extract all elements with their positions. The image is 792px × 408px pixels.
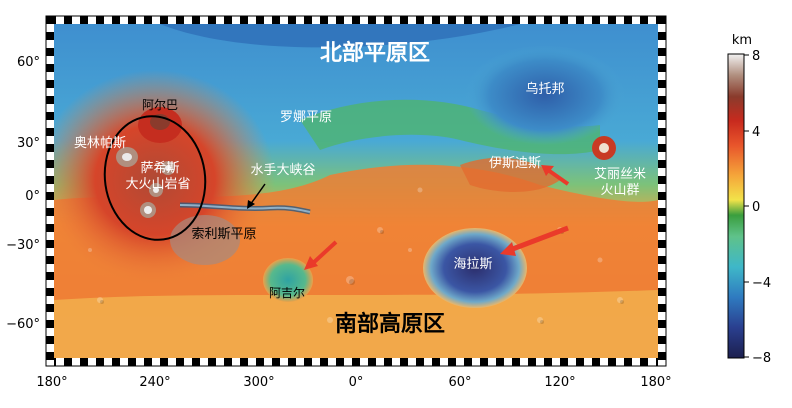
colorbar-tick: 0 [752, 200, 760, 215]
lon-tick: 180° [36, 375, 67, 390]
label-north-plains: 北部平原区 [320, 40, 430, 66]
map-terrain [54, 24, 658, 358]
colorbar-tick: −8 [752, 351, 771, 366]
colorbar-unit: km [732, 33, 752, 48]
colorbar-tick: 4 [752, 125, 760, 140]
lat-tick: 60° [17, 55, 40, 70]
colorbar: km 8 4 0 −4 −8 [727, 33, 771, 366]
lon-tick: 120° [544, 375, 575, 390]
lon-tick: 240° [139, 375, 170, 390]
region-labels: 北部平原区 南部高原区 乌托邦 阿尔巴 奥林帕斯 萨希斯 大火山岩省 罗娜平原 … [74, 40, 646, 337]
label-isidis: 伊斯迪斯 [489, 156, 541, 171]
map-frame [45, 15, 667, 367]
lat-tick: −30° [6, 238, 40, 253]
latitude-ticks: 60° 30° 0° −30° −60° [6, 55, 40, 332]
label-solis: 索利斯平原 [191, 227, 256, 242]
lon-tick: 60° [448, 375, 471, 390]
label-tharsis-2: 大火山岩省 [125, 177, 190, 192]
label-argyre: 阿吉尔 [269, 285, 305, 300]
label-valles: 水手大峡谷 [250, 163, 315, 178]
label-hellas: 海拉斯 [453, 257, 492, 272]
label-tharsis-1: 萨希斯 [140, 161, 179, 176]
longitude-ticks: 180° 240° 300° 0° 60° 120° 180° [36, 375, 671, 390]
lon-tick: 180° [640, 375, 671, 390]
tharsis-outline [103, 115, 207, 241]
annotation-arrows [247, 165, 570, 270]
lon-tick: 0° [349, 375, 364, 390]
label-elysium-2: 火山群 [600, 183, 639, 198]
label-acidalia: 罗娜平原 [280, 110, 332, 125]
label-utopia: 乌托邦 [525, 81, 564, 97]
colorbar-tick: −4 [752, 276, 771, 291]
label-elysium-1: 艾丽丝米 [594, 167, 646, 182]
colorbar-gradient [727, 53, 745, 359]
label-olympus: 奥林帕斯 [74, 136, 126, 151]
label-south-highlands: 南部高原区 [335, 311, 445, 337]
lat-tick: −60° [6, 317, 40, 332]
lat-tick: 30° [17, 136, 40, 151]
lat-tick: 0° [25, 189, 40, 204]
colorbar-tick: 8 [752, 49, 760, 64]
lon-tick: 300° [243, 375, 274, 390]
label-alba: 阿尔巴 [142, 97, 178, 112]
